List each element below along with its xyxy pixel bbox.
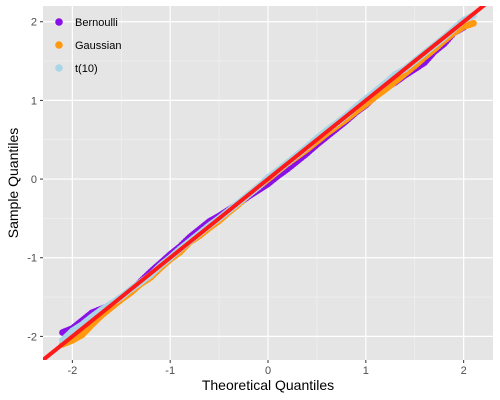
x-tick-label: 0 (265, 365, 271, 377)
y-tick-label: 2 (31, 17, 37, 29)
legend-label: Gaussian (75, 40, 121, 52)
x-tick-label: -2 (67, 365, 77, 377)
x-tick-label: 2 (461, 365, 467, 377)
legend-item: Bernoulli (55, 17, 118, 29)
legend-item: t(10) (55, 63, 98, 75)
y-tick-label: -2 (27, 331, 37, 343)
y-axis-title: Sample Quantiles (5, 128, 21, 239)
legend-key (55, 64, 63, 72)
y-tick-label: 0 (31, 174, 37, 186)
legend-key (55, 18, 63, 26)
legend-label: Bernoulli (75, 17, 118, 29)
x-axis-title: Theoretical Quantiles (202, 377, 334, 393)
legend: Bernoulli Gaussian t(10) (55, 17, 121, 75)
x-tick-label: 1 (363, 365, 369, 377)
x-tick-label: -1 (165, 365, 175, 377)
legend-label: t(10) (75, 63, 98, 75)
reference-line-group (43, 6, 487, 360)
y-tick-label: 1 (31, 95, 37, 107)
legend-item: Gaussian (55, 40, 121, 52)
axis-ticks: -2 -1 0 1 2 -2 -1 0 1 2 (27, 17, 466, 377)
data-point (470, 19, 477, 27)
y-tick-label: -1 (27, 253, 37, 265)
reference-line (43, 6, 487, 360)
legend-key (55, 41, 63, 49)
